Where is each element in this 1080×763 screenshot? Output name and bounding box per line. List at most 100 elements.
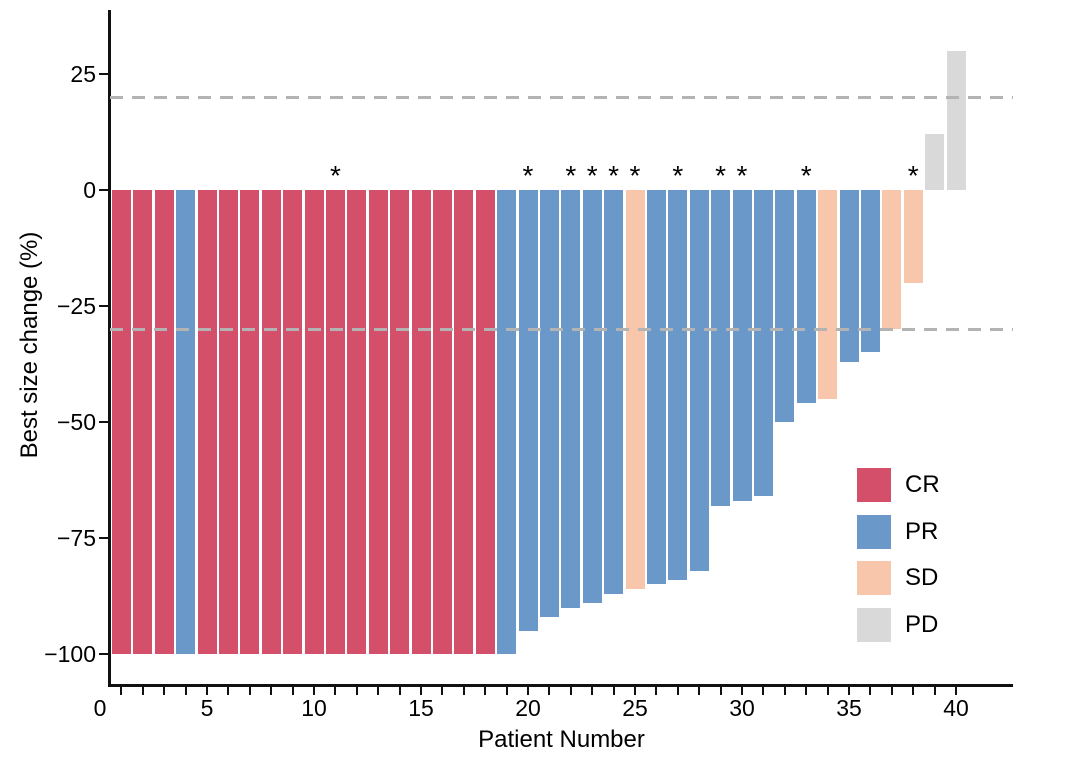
star-marker-patient-22: * xyxy=(565,160,577,191)
y-axis-line xyxy=(108,10,111,687)
legend-label-PR: PR xyxy=(905,517,939,545)
bar-patient-38 xyxy=(903,190,923,283)
x-tick xyxy=(248,687,251,695)
legend-label-PD: PD xyxy=(905,610,939,638)
y-tick xyxy=(99,72,108,76)
bar-patient-35 xyxy=(839,190,859,362)
x-tick xyxy=(227,687,230,695)
y-tick-label: −75 xyxy=(56,525,96,551)
x-tick xyxy=(591,687,594,695)
y-tick xyxy=(99,188,108,192)
bar-patient-25 xyxy=(625,190,645,589)
x-tick-label: 0 xyxy=(93,695,107,721)
x-tick xyxy=(869,687,872,695)
bar-patient-22 xyxy=(561,190,581,608)
reference-line-lower xyxy=(110,327,1013,331)
bar-patient-15 xyxy=(411,190,431,654)
bar-patient-1 xyxy=(111,190,131,654)
bar-patient-11 xyxy=(325,190,345,654)
x-tick xyxy=(826,687,829,695)
x-tick xyxy=(120,687,123,695)
x-tick-label: 20 xyxy=(515,695,541,721)
legend-item-SD: SD xyxy=(857,561,938,595)
x-tick xyxy=(848,687,850,695)
x-tick-label: 30 xyxy=(729,695,755,721)
x-tick xyxy=(548,687,551,695)
x-tick xyxy=(163,687,166,695)
bar-patient-37 xyxy=(882,190,902,330)
legend: CR PR SD PD xyxy=(857,468,1017,648)
x-tick xyxy=(527,687,529,695)
y-tick xyxy=(99,420,108,424)
y-tick-label: 0 xyxy=(83,177,96,203)
legend-item-CR: CR xyxy=(857,468,940,502)
bar-patient-13 xyxy=(368,190,388,654)
bar-patient-20 xyxy=(518,190,538,631)
x-tick xyxy=(912,687,915,695)
x-tick xyxy=(955,687,957,695)
x-tick xyxy=(569,687,572,695)
star-marker-patient-33: * xyxy=(800,160,812,191)
bar-patient-4 xyxy=(176,190,196,654)
star-marker-patient-11: * xyxy=(329,160,341,191)
y-tick-label: −25 xyxy=(56,293,96,319)
bar-patient-34 xyxy=(818,190,838,399)
bar-patient-36 xyxy=(860,190,880,353)
reference-line-upper xyxy=(110,95,1013,99)
star-marker-patient-20: * xyxy=(522,160,534,191)
bar-patient-29 xyxy=(711,190,731,506)
legend-swatch-SD xyxy=(857,561,891,595)
bar-patient-28 xyxy=(689,190,709,571)
x-tick xyxy=(270,687,273,695)
bar-patient-24 xyxy=(604,190,624,594)
bar-patient-23 xyxy=(582,190,602,603)
bar-patient-26 xyxy=(646,190,666,585)
x-axis-line xyxy=(108,684,1013,687)
x-tick xyxy=(484,687,487,695)
legend-item-PD: PD xyxy=(857,607,939,642)
legend-label-CR: CR xyxy=(905,471,940,498)
legend-swatch-PD xyxy=(857,607,891,642)
x-tick xyxy=(291,687,294,695)
x-tick xyxy=(206,687,208,695)
x-tick xyxy=(719,687,722,695)
y-tick-label: −100 xyxy=(44,641,96,667)
legend-swatch-PR xyxy=(857,514,891,549)
x-tick xyxy=(933,687,936,695)
x-tick xyxy=(313,687,315,695)
x-tick-label: 5 xyxy=(200,695,214,721)
star-marker-patient-30: * xyxy=(736,160,748,191)
y-tick-label: −50 xyxy=(56,409,96,435)
bar-patient-8 xyxy=(261,190,281,654)
y-tick xyxy=(99,304,108,308)
bar-patient-27 xyxy=(668,190,688,580)
bar-patient-7 xyxy=(240,190,260,654)
x-axis-title: Patient Number xyxy=(478,726,645,753)
bar-patient-14 xyxy=(390,190,410,654)
bar-patient-5 xyxy=(197,190,217,654)
x-tick xyxy=(698,687,701,695)
x-tick-label: 25 xyxy=(622,695,648,721)
bar-patient-33 xyxy=(796,190,816,404)
y-axis-title: Best size change (%) xyxy=(16,231,43,459)
x-tick xyxy=(505,687,508,695)
bar-patient-31 xyxy=(753,190,773,497)
bar-patient-17 xyxy=(454,190,474,654)
bar-patient-18 xyxy=(475,190,495,654)
x-tick-label: 10 xyxy=(301,695,327,721)
bar-patient-21 xyxy=(539,190,559,617)
x-tick-label: 40 xyxy=(943,695,969,721)
x-tick xyxy=(676,687,679,695)
bar-patient-39 xyxy=(925,134,945,190)
bar-patient-2 xyxy=(133,190,153,654)
x-tick xyxy=(741,687,743,695)
y-tick xyxy=(99,652,108,656)
y-tick-label: 25 xyxy=(70,61,96,87)
star-marker-patient-29: * xyxy=(715,160,727,191)
x-tick xyxy=(184,687,187,695)
x-tick xyxy=(441,687,444,695)
bar-patient-30 xyxy=(732,190,752,501)
star-marker-patient-38: * xyxy=(907,160,919,191)
star-marker-patient-24: * xyxy=(608,160,620,191)
